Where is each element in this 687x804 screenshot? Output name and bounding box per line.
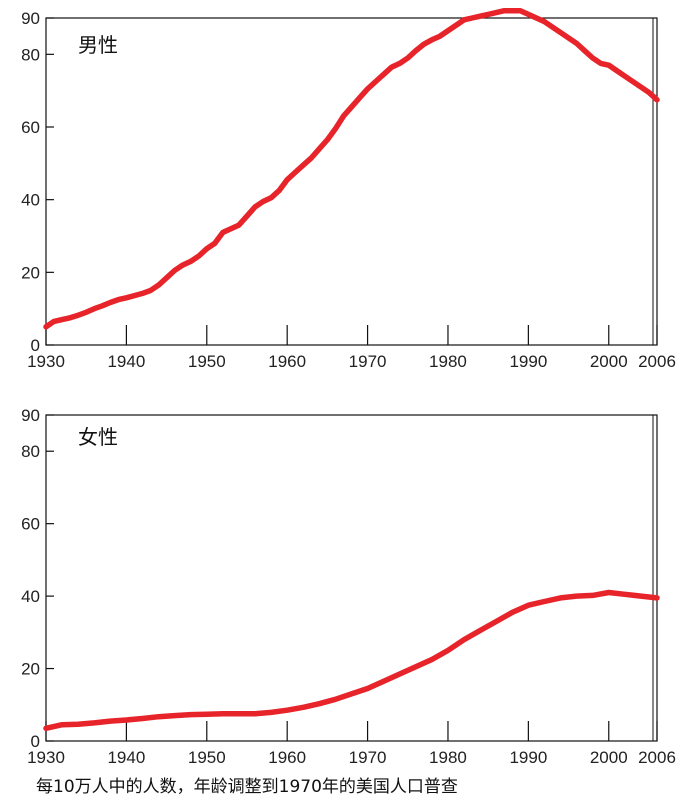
series-line-1	[43, 589, 660, 732]
x-tick-label: 1960	[268, 352, 306, 371]
x-tick-label: 2006	[638, 352, 676, 371]
panel-title: 女性	[78, 425, 118, 449]
x-tick-label: 1950	[188, 748, 226, 767]
x-tick-label: 1990	[509, 352, 547, 371]
y-tick-label: 0	[31, 732, 40, 751]
x-tick-label: 1960	[268, 748, 306, 767]
chart-panel-2: 0 20 40 60 80 90 1930 1940 1950 1960 1970 1980 1990 2…	[21, 406, 676, 767]
y-tick-label: 90	[21, 9, 40, 28]
y-tick-label: 80	[21, 442, 40, 461]
footnote: 每10万人中的人数，年龄调整到1970年的美国人口普查	[36, 777, 458, 797]
y-tick-label: 40	[21, 191, 40, 210]
x-tick-label: 2006	[638, 748, 676, 767]
x-tick-label: 1970	[349, 352, 387, 371]
plot-frame	[45, 17, 658, 346]
y-tick-label: 90	[21, 406, 40, 425]
x-tick-label: 1940	[107, 352, 145, 371]
y-tick-label: 60	[21, 515, 40, 534]
y-tick-label: 80	[21, 45, 40, 64]
series-line-1	[43, 7, 660, 330]
x-tick-label: 1990	[509, 748, 547, 767]
x-tick-label: 1930	[27, 352, 65, 371]
x-tick-label: 1940	[107, 748, 145, 767]
x-tick-label: 1970	[349, 748, 387, 767]
x-tick-label: 1930	[27, 748, 65, 767]
y-tick-label: 20	[21, 660, 40, 679]
y-tick-label: 0	[31, 336, 40, 355]
x-tick-label: 1980	[429, 748, 467, 767]
chart-panel-1: 0 20 40 60 80 90 1930 1940 1950 1960 1970 1980 1990 2…	[21, 7, 676, 371]
x-tick-label: 2000	[590, 748, 628, 767]
plot-frame	[45, 414, 658, 742]
x-tick-label: 1980	[429, 352, 467, 371]
x-tick-label: 2000	[590, 352, 628, 371]
panel-title: 男性	[78, 33, 118, 57]
x-tick-label: 1950	[188, 352, 226, 371]
y-tick-label: 40	[21, 587, 40, 606]
y-tick-label: 60	[21, 118, 40, 137]
y-tick-label: 20	[21, 263, 40, 282]
